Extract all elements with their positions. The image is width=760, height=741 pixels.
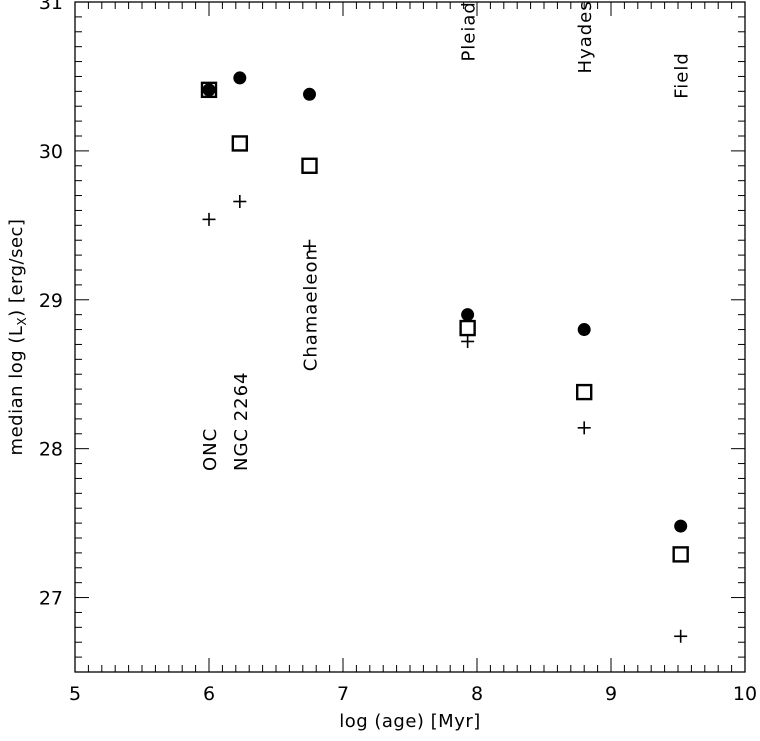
cluster-label: Chamaeleon	[301, 248, 322, 371]
y-tick-label: 28	[39, 439, 63, 461]
cluster-label: NGC 2264	[231, 371, 252, 471]
data-point-circle	[674, 519, 688, 533]
x-tick-label: 6	[203, 683, 215, 705]
y-axis-label-suffix: ) [erg/sec]	[6, 219, 27, 317]
data-point-plus	[303, 239, 316, 253]
cluster-label: ONC	[200, 428, 221, 471]
data-point-square	[231, 135, 249, 152]
y-axis-label: median log (LX) [erg/sec]	[6, 219, 29, 456]
y-tick-label: 31	[39, 0, 63, 14]
axis-ticks	[74, 1, 746, 673]
data-point-square	[200, 81, 218, 99]
data-point-plus	[233, 195, 247, 209]
plot-frame	[74, 1, 746, 673]
data-point-square	[576, 383, 593, 401]
data-point-circle	[233, 71, 247, 85]
data-point-circle	[577, 323, 591, 337]
x-tick-label: 5	[69, 683, 81, 705]
cluster-annotations: ONC NGC 2264 Chamaeleon Pleiades Hyades Field	[200, 0, 693, 471]
data-point-plus	[674, 629, 688, 643]
data-markers	[200, 71, 689, 643]
tick-labels: 5 6 7 8 9 10 27 28 29 30 31	[39, 0, 757, 705]
data-point-circle	[461, 308, 475, 322]
y-tick-label: 29	[39, 290, 63, 312]
y-tick-label: 27	[39, 588, 63, 610]
x-tick-label: 10	[733, 683, 757, 705]
x-axis-label: log (age) [Myr]	[339, 711, 481, 732]
cluster-label: Field	[672, 52, 693, 99]
x-tick-label: 9	[605, 683, 617, 705]
y-tick-label: 30	[39, 141, 63, 163]
x-tick-label: 8	[471, 683, 483, 705]
data-point-plus	[577, 421, 591, 435]
cluster-label: Pleiades	[459, 0, 480, 62]
data-point-circle	[202, 83, 216, 97]
cluster-label: Hyades	[575, 0, 596, 73]
data-point-square	[459, 319, 476, 337]
y-axis-label-prefix: median log (L	[6, 326, 27, 456]
data-point-circle	[303, 87, 316, 101]
data-point-square	[301, 157, 318, 174]
y-axis-label-subscript: X	[15, 317, 29, 326]
x-tick-label: 7	[337, 683, 349, 705]
data-point-plus	[202, 212, 216, 226]
data-point-square	[672, 546, 689, 563]
data-point-plus	[461, 334, 475, 348]
